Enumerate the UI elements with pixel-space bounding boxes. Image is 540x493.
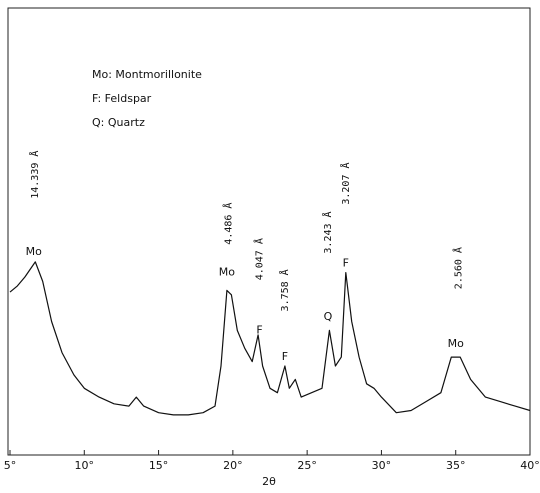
d-spacing-label: 14.339 Å xyxy=(28,151,41,199)
x-tick-label: 40° xyxy=(520,459,540,472)
x-tick-label: 35° xyxy=(446,459,466,472)
peak-label: Mo xyxy=(219,266,235,279)
peak-label: Mo xyxy=(26,245,42,258)
legend-text: Mo: Montmorillonite xyxy=(92,68,202,81)
d-spacing-label: 4.486 Å xyxy=(221,203,234,245)
xrd-line xyxy=(9,261,531,416)
x-tick-label: 25° xyxy=(297,459,317,472)
legend-text: Q: Quartz xyxy=(92,116,145,129)
x-axis-label: 2θ xyxy=(262,475,276,488)
d-spacing-label: 3.243 Å xyxy=(321,211,334,253)
d-spacing-label: 2.560 Å xyxy=(452,247,465,289)
d-spacing-label: 4.047 Å xyxy=(253,238,266,280)
peak-label: Q xyxy=(324,310,333,323)
legend-text: F: Feldspar xyxy=(92,92,152,105)
d-spacing-label: 3.758 Å xyxy=(278,269,291,311)
x-tick-label: 30° xyxy=(372,459,392,472)
peak-label: F xyxy=(343,257,349,270)
d-spacing-label: 3.207 Å xyxy=(339,162,352,204)
x-tick-label: 5° xyxy=(4,459,17,472)
peak-label: F xyxy=(282,350,288,363)
x-tick-label: 15° xyxy=(149,459,169,472)
peak-label: Mo xyxy=(448,337,464,350)
peak-label: F xyxy=(256,323,262,336)
x-tick-label: 10° xyxy=(75,459,95,472)
x-tick-label: 20° xyxy=(223,459,243,472)
plot-frame xyxy=(7,7,531,456)
